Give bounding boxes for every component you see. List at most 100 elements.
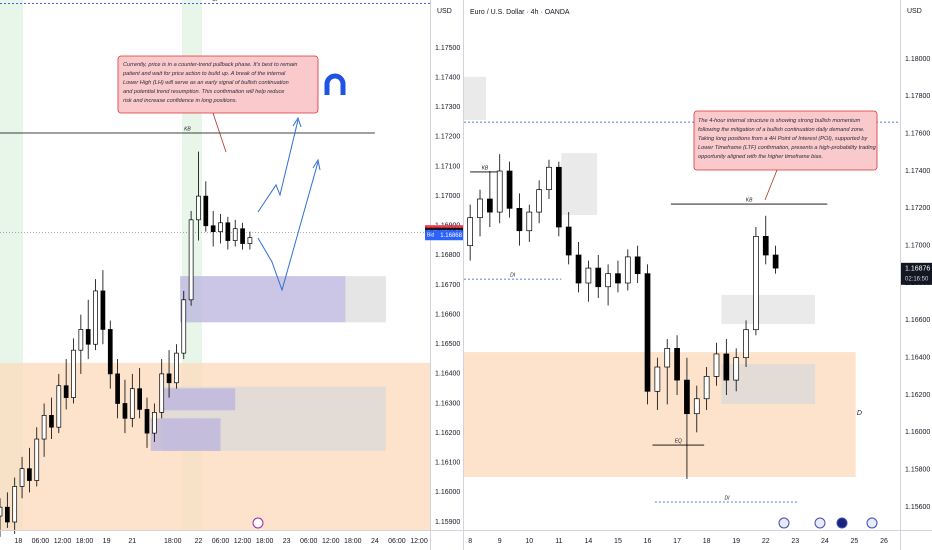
x-tick-label: 18:00 — [76, 538, 94, 545]
candle-body — [115, 373, 120, 404]
callout-text: The 4-hour internal structure is showing… — [698, 118, 861, 124]
callout-pointer — [764, 169, 778, 201]
x-tick-label: 9 — [498, 538, 502, 545]
y-tick-label: 1.16400 — [435, 371, 460, 378]
candle-body — [536, 189, 542, 213]
magnet-icon — [324, 73, 346, 95]
structure-label: D — [857, 410, 862, 417]
candle-body — [71, 349, 76, 398]
candle-body — [615, 273, 621, 284]
y-tick-label: 1.17400 — [435, 74, 460, 81]
y-tick-label: 1.16000 — [905, 429, 930, 436]
zone — [561, 153, 598, 216]
x-tick-label: 19 — [732, 538, 740, 545]
y-tick-label: 1.17300 — [435, 104, 460, 111]
candle-body — [575, 254, 582, 284]
candle-body — [526, 211, 533, 232]
x-tick-label: 26 — [880, 538, 888, 545]
callout: The 4-hour internal structure is showing… — [693, 110, 878, 171]
callout-box — [693, 110, 878, 171]
candle-body — [516, 207, 523, 232]
price-tag-value: 1.16876 — [905, 266, 930, 273]
candle-body — [225, 222, 231, 241]
x-tick-label: 06:00 — [388, 538, 406, 545]
candle-body — [49, 414, 54, 428]
x-tick-label: 18 — [14, 538, 22, 545]
y-tick-label: 1.17000 — [435, 193, 460, 200]
candle-body — [634, 256, 641, 275]
candles — [0, 151, 779, 537]
x-tick-label: 12:00 — [322, 538, 340, 545]
x-tick-label: 24 — [821, 538, 829, 545]
callout-text: patient and wait for price action to bui… — [122, 71, 286, 77]
x-tick-label: 06:00 — [212, 538, 230, 545]
callout-text: Lower Timeframe (LTF) confirmation, pres… — [698, 145, 877, 151]
zones — [0, 76, 856, 530]
candle-body — [137, 388, 143, 410]
candle-body — [693, 398, 700, 415]
callout-text: risk and increase confidence in long pos… — [123, 98, 237, 104]
x-tick-label: 17 — [673, 538, 681, 545]
candle-body — [565, 226, 572, 256]
candle-body — [203, 195, 209, 227]
candle-body — [674, 348, 680, 381]
callout: Currently, price is in a counter-trend p… — [117, 55, 319, 114]
candle-body — [487, 198, 493, 213]
y-tick-label: 1.17500 — [435, 45, 460, 52]
x-tick-label: 18:00 — [164, 538, 182, 545]
x-tick-label: 16 — [644, 538, 652, 545]
x-tick-label: 14 — [584, 538, 592, 545]
callout-box — [117, 55, 319, 114]
level-label: DI — [510, 272, 516, 278]
x-tick-label: 23 — [283, 538, 291, 545]
level-label: KB — [184, 126, 191, 132]
candle-body — [477, 198, 483, 219]
x-tick-label: 24 — [371, 538, 379, 545]
x-tick-label: 23 — [791, 538, 799, 545]
axis-unit: USD — [437, 8, 452, 15]
candle-body — [152, 412, 157, 434]
y-tick-label: 1.16500 — [435, 341, 460, 348]
x-tick-label: 12:00 — [410, 538, 428, 545]
y-tick-label: 1.15800 — [905, 467, 930, 474]
y-tick-label: 1.16800 — [435, 252, 460, 259]
candle-body — [85, 329, 91, 345]
arrow-head — [292, 116, 302, 128]
price-tag — [901, 262, 932, 285]
candle-body — [144, 409, 150, 434]
candle-body — [78, 329, 84, 351]
x-tick-label: 19 — [103, 538, 111, 545]
candle-body — [210, 225, 216, 233]
candle-body — [762, 235, 769, 256]
x-tick-label: 21 — [128, 538, 136, 545]
candle-body — [27, 468, 32, 481]
candle-body — [240, 228, 245, 244]
callout-text: opportunity aligned with the higher time… — [698, 154, 823, 160]
candle-body — [585, 267, 592, 284]
zone — [345, 276, 386, 323]
candle-body — [555, 166, 562, 228]
candle-body — [605, 273, 611, 288]
y-tick-label: 1.16600 — [435, 311, 460, 318]
level-label: EQ — [675, 438, 682, 444]
candle-body — [107, 329, 113, 375]
y-tick-label: 1.16700 — [435, 282, 460, 289]
candle-body — [19, 468, 25, 487]
candle-body — [546, 166, 552, 191]
candle-body — [174, 352, 179, 384]
candle-body — [664, 348, 671, 368]
y-tick-label: 1.16400 — [905, 355, 930, 362]
candle-body — [159, 373, 165, 413]
candle-body — [713, 353, 720, 377]
candle-body — [34, 438, 40, 481]
zone — [464, 76, 487, 121]
y-tick-label: 1.17400 — [905, 168, 930, 175]
x-tick-label: 15 — [614, 538, 622, 545]
x-tick-label: 22 — [762, 538, 770, 545]
x-tick-label: 22 — [195, 538, 203, 545]
candle-body — [41, 414, 47, 440]
y-tick-label: 1.17100 — [435, 163, 460, 170]
y-tick-label: 1.17200 — [435, 134, 460, 141]
